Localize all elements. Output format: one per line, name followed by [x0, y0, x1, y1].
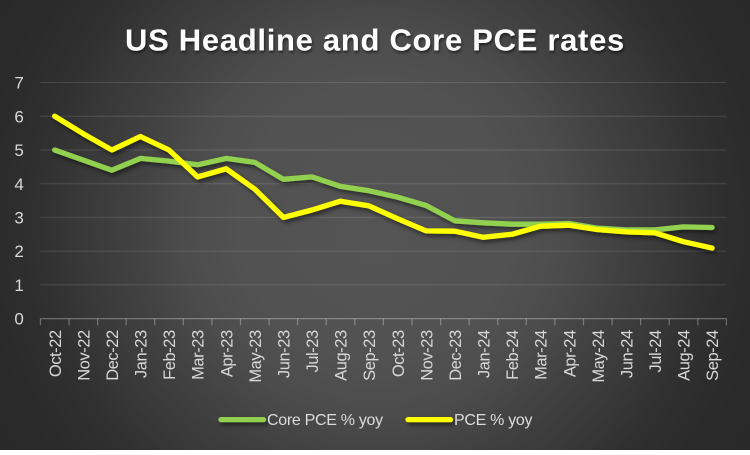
svg-text:Sep-23: Sep-23: [361, 330, 379, 381]
svg-text:4: 4: [14, 175, 23, 194]
svg-text:Oct-23: Oct-23: [390, 330, 408, 377]
svg-text:6: 6: [14, 107, 23, 126]
svg-text:Feb-24: Feb-24: [504, 330, 522, 380]
svg-text:May-24: May-24: [590, 330, 608, 383]
svg-text:3: 3: [14, 209, 23, 228]
svg-text:1: 1: [14, 276, 23, 295]
svg-text:Nov-22: Nov-22: [75, 330, 93, 381]
svg-text:0: 0: [14, 310, 23, 329]
svg-text:Jul-24: Jul-24: [647, 330, 665, 373]
svg-text:Jan-24: Jan-24: [476, 330, 494, 378]
svg-text:5: 5: [14, 141, 23, 160]
svg-text:Dec-22: Dec-22: [104, 330, 122, 381]
svg-text:Jun-23: Jun-23: [276, 330, 294, 378]
svg-text:Feb-23: Feb-23: [161, 330, 179, 380]
svg-text:Jan-23: Jan-23: [133, 330, 151, 378]
svg-text:Oct-22: Oct-22: [47, 330, 65, 377]
svg-text:Aug-23: Aug-23: [333, 330, 351, 381]
svg-text:PCE % yoy: PCE % yoy: [454, 412, 533, 429]
svg-text:Jun-24: Jun-24: [619, 330, 637, 378]
svg-text:Apr-24: Apr-24: [561, 330, 579, 377]
svg-text:Apr-23: Apr-23: [218, 330, 236, 377]
svg-text:May-23: May-23: [247, 330, 265, 383]
svg-text:2: 2: [14, 242, 23, 261]
svg-text:Mar-24: Mar-24: [533, 330, 551, 380]
svg-text:7: 7: [14, 74, 23, 93]
svg-text:US Headline and Core PCE rates: US Headline and Core PCE rates: [125, 23, 625, 58]
svg-text:Aug-24: Aug-24: [676, 330, 694, 381]
svg-text:Core PCE % yoy: Core PCE % yoy: [267, 412, 383, 429]
svg-text:Dec-23: Dec-23: [447, 330, 465, 381]
svg-text:Jul-23: Jul-23: [304, 330, 322, 373]
svg-text:Nov-23: Nov-23: [418, 330, 436, 381]
svg-text:Mar-23: Mar-23: [190, 330, 208, 380]
svg-text:Sep-24: Sep-24: [704, 330, 722, 381]
